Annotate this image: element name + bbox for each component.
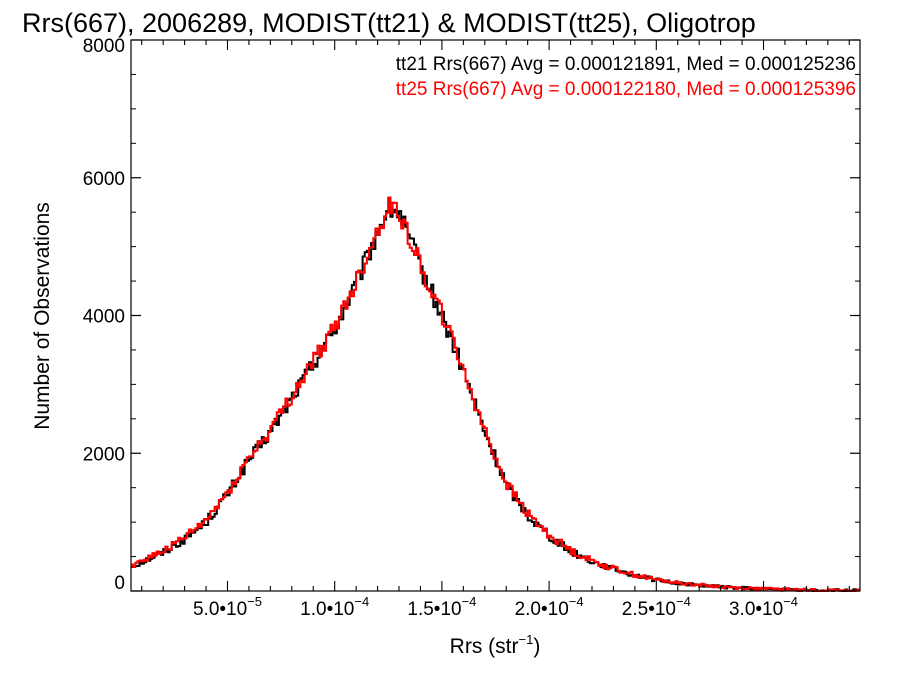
x-tick-label: 1.5•10−4 — [407, 594, 476, 620]
series-line-tt21 — [131, 197, 860, 592]
plot-frame — [130, 39, 861, 592]
x-tick-label: 1.0•10−4 — [300, 594, 369, 620]
x-tick-label: 3.0•10−4 — [729, 594, 798, 620]
y-axis: 0 2000 4000 6000 8000 — [83, 36, 860, 594]
y-tick-label: 2000 — [83, 444, 125, 465]
x-tick-label: 2.0•10−4 — [515, 594, 584, 620]
y-tick-label: 4000 — [83, 307, 125, 328]
x-axis-label-end: ) — [533, 635, 540, 658]
x-axis-label-base: Rrs (str — [450, 635, 519, 658]
x-axis: 5.0•10−5 1.0•10−4 1.5•10−4 2.0•10−4 2.5•10−4… — [141, 40, 850, 620]
annotation-tt25: tt25 Rrs(667) Avg = 0.000122180, Med = 0… — [396, 79, 856, 100]
annotation-tt21: tt21 Rrs(667) Avg = 0.000121891, Med = 0… — [396, 54, 856, 75]
chart-title: Rrs(667), 2006289, MODIST(tt21) & MODIST… — [22, 8, 756, 38]
y-axis-label: Number of Observations — [31, 202, 54, 430]
series-lines — [131, 196, 860, 592]
x-axis-label: Rrs (str−1) — [450, 632, 541, 658]
x-axis-label-sup: −1 — [519, 632, 534, 647]
y-tick-label: 6000 — [83, 169, 125, 190]
x-tick-label: 2.5•10−4 — [622, 594, 691, 620]
y-tick-label: 8000 — [83, 36, 125, 57]
x-tick-label: 5.0•10−5 — [193, 594, 262, 620]
y-tick-label: 0 — [114, 573, 125, 594]
series-line-tt25 — [131, 196, 860, 592]
